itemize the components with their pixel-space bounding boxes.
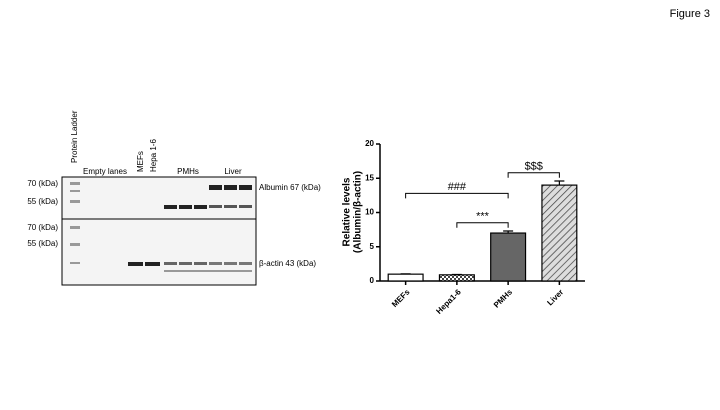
marker-label: 70 (kDa) xyxy=(27,223,58,232)
bar xyxy=(388,274,423,281)
bracket xyxy=(406,193,509,198)
y-tick-label: 15 xyxy=(365,173,374,182)
x-tick-label: Liver xyxy=(545,288,565,308)
bracket xyxy=(508,173,559,178)
blot-frame xyxy=(62,177,256,285)
x-tick-label: PMHs xyxy=(492,287,514,309)
lane-label: Hepa 1-6 xyxy=(149,139,158,172)
bracket xyxy=(457,223,508,228)
y-label: (Albumin/β-actin) xyxy=(353,171,364,253)
y-tick-label: 0 xyxy=(370,276,375,285)
target-label: β-actin 43 (kDa) xyxy=(259,259,316,268)
y-tick-label: 5 xyxy=(370,242,375,251)
x-tick-label: MEFs xyxy=(390,287,412,309)
annotation: ### xyxy=(448,181,467,193)
y-tick-label: 20 xyxy=(365,139,374,148)
y-label: Relative levels xyxy=(342,177,353,246)
lane-label: Liver xyxy=(224,167,242,176)
annotation: *** xyxy=(476,211,490,223)
blot: Protein Ladder Empty lanes MEFs Hepa 1-6… xyxy=(27,110,321,285)
bar xyxy=(542,185,577,281)
error-bar xyxy=(554,181,564,185)
lane-label: Empty lanes xyxy=(83,167,127,176)
bar xyxy=(491,233,526,281)
marker-label: 55 (kDa) xyxy=(27,197,58,206)
annotation: $$$ xyxy=(525,161,543,173)
lane-label: Protein Ladder xyxy=(70,110,79,163)
figure-label: Figure 3 xyxy=(670,8,710,20)
x-tick-label: Hepa1-6 xyxy=(434,287,463,316)
bar xyxy=(439,275,474,281)
marker-label: 70 (kDa) xyxy=(27,179,58,188)
target-label: Albumin 67 (kDa) xyxy=(259,183,321,192)
lane-label: MEFs xyxy=(136,151,145,172)
marker-label: 55 (kDa) xyxy=(27,239,58,248)
y-tick-label: 10 xyxy=(365,208,374,217)
lane-label: PMHs xyxy=(177,167,199,176)
